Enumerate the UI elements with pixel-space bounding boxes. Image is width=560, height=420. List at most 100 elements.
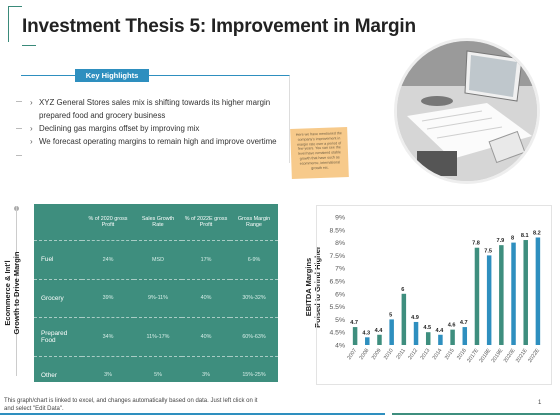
table-cell: 17% [182, 240, 230, 279]
data-label: 7.9 [496, 238, 504, 244]
table-header-cell: Gross Margin Range [237, 216, 271, 228]
table-side-label-line2: Growth to Drive Margin [12, 251, 21, 335]
table-cell: 34% [82, 317, 134, 356]
divider-tick [16, 101, 22, 102]
divider-tick [16, 155, 22, 156]
footer-bar-blue [0, 413, 385, 415]
chart-bar [535, 237, 541, 345]
table-cell: 5% [134, 355, 182, 394]
table-cell: 60%-63% [230, 317, 278, 356]
sticky-note: Here we have mentioned the company's imp… [290, 127, 349, 179]
chart-bar [352, 327, 358, 345]
table-cell: 6-9% [230, 240, 278, 279]
y-tick-label: 4% [335, 343, 345, 350]
x-tick-label: 2014 [432, 348, 444, 361]
table-cell: 40% [182, 317, 230, 356]
x-tick-label: 2009 [371, 348, 383, 361]
data-label: 4.9 [411, 315, 419, 321]
page-number: 1 [538, 400, 542, 406]
footer-line2: and select "Edit Data". [4, 406, 64, 412]
table-header-row: % of 2020 gross Profit Sales Growth Rate… [34, 204, 278, 241]
chart-bar [377, 334, 382, 345]
table-side-label: Ecommerce & Int'l Growth to Drive Margin [3, 233, 23, 353]
table-cell: 3% [82, 355, 134, 394]
divider-tick [16, 128, 22, 129]
table-cell: 15%-25% [230, 355, 278, 394]
y-axis: 4% 4.5% 5% 5.5% 6% 6.5% 7% 7.5% 8% 8.5% 9% [330, 215, 346, 350]
chart-bar [413, 321, 419, 345]
bars [352, 237, 541, 345]
row-label: Fuel [34, 240, 82, 279]
x-tick-label: 2015 [444, 348, 456, 361]
chevron-right-icon: › [30, 137, 33, 146]
title-underline [22, 45, 36, 46]
margin-table-grid: % of 2020 gross Profit Sales Growth Rate… [34, 204, 278, 394]
x-axis: 2007 2008 2009 2010 2011 2012 2013 2014 2015 2016… [346, 347, 541, 364]
ebitda-chart[interactable]: 4% 4.5% 5% 5.5% 6% 6.5% 7% 7.5% 8% 8.5% 9% 4.7 4.3 4… [316, 205, 550, 383]
data-label: 6 [401, 287, 404, 293]
table-side-label-line1: Ecommerce & Int'l [3, 260, 12, 326]
chart-bar [389, 319, 394, 345]
chart-bar [474, 247, 480, 345]
table-cell: 3% [182, 355, 230, 394]
x-tick-label: 2013 [420, 348, 432, 361]
table-header-cell: % of 2020 gross Profit [88, 216, 128, 228]
y-tick-label: 7.5% [330, 253, 346, 260]
y-tick-label: 8.5% [330, 227, 346, 234]
x-tick-label: 2016 [456, 348, 468, 361]
data-label: 8.2 [533, 230, 541, 236]
table-header-cell [34, 204, 82, 241]
table-row: Other 3% 5% 3% 15%-25% [34, 355, 278, 394]
chart-bar [450, 329, 455, 345]
chart-bar [511, 242, 516, 345]
footer-note: This graph/chart is linked to excel, and… [4, 397, 257, 413]
corner-decoration [8, 6, 22, 7]
y-tick-label: 8% [335, 240, 345, 247]
table-cell: 11%-17% [134, 317, 182, 356]
data-label: 4.3 [362, 330, 370, 336]
row-label: Grocery [34, 278, 82, 318]
table-cell: 39% [82, 278, 134, 318]
data-label: 5 [389, 312, 392, 318]
data-label: 4.7 [350, 320, 358, 326]
x-tick-label: 2011 [395, 348, 407, 361]
y-tick-label: 5% [335, 317, 345, 324]
data-label: 4.6 [448, 323, 456, 329]
photo-illustration [397, 41, 537, 181]
data-label: 4.4 [375, 328, 384, 334]
data-label: 4.7 [460, 320, 468, 326]
chart-bar [438, 334, 443, 345]
table-row: Prepared Food 34% 11%-17% 40% 60%-63% [34, 317, 278, 356]
bullet-text: Declining gas margins offset by improvin… [39, 124, 200, 133]
data-label: 4.4 [436, 328, 445, 334]
side-divider [16, 206, 17, 376]
y-tick-label: 4.5% [330, 330, 346, 337]
chevron-right-icon: › [30, 124, 33, 133]
y-tick-label: 6.5% [330, 279, 346, 286]
chart-bar [499, 245, 504, 345]
table-header-cell: % of 2022E gross Profit [184, 216, 228, 228]
slide-title: Investment Thesis 5: Improvement in Marg… [22, 16, 416, 37]
chart-bar [523, 240, 528, 345]
y-tick-label: 6% [335, 291, 345, 298]
table-cell: 9%-11% [134, 278, 182, 318]
chart-side-label-line1: EBITDA Margins [304, 257, 313, 317]
highlights-list: › XYZ General Stores sales mix is shifti… [30, 96, 300, 148]
bullet-text: XYZ General Stores sales mix is shifting… [39, 98, 271, 120]
corner-decoration [8, 6, 9, 42]
data-label: 7.8 [472, 241, 480, 247]
chart-bar [486, 255, 492, 345]
chart-frame[interactable] [316, 205, 552, 385]
footer-line1: This graph/chart is linked to excel, and… [4, 398, 258, 404]
chart-bar [365, 337, 370, 345]
highlights-badge: Key Highlights [75, 69, 149, 82]
table-cell: 30%-32% [230, 278, 278, 318]
x-tick-label: 2008 [359, 348, 371, 361]
chart-bar [401, 293, 407, 345]
table-cell: 24% [82, 240, 134, 279]
y-tick-label: 9% [335, 215, 345, 222]
data-label: 4.5 [423, 325, 431, 331]
row-label: Prepared Food [34, 317, 82, 356]
data-label: 8.1 [521, 233, 529, 239]
